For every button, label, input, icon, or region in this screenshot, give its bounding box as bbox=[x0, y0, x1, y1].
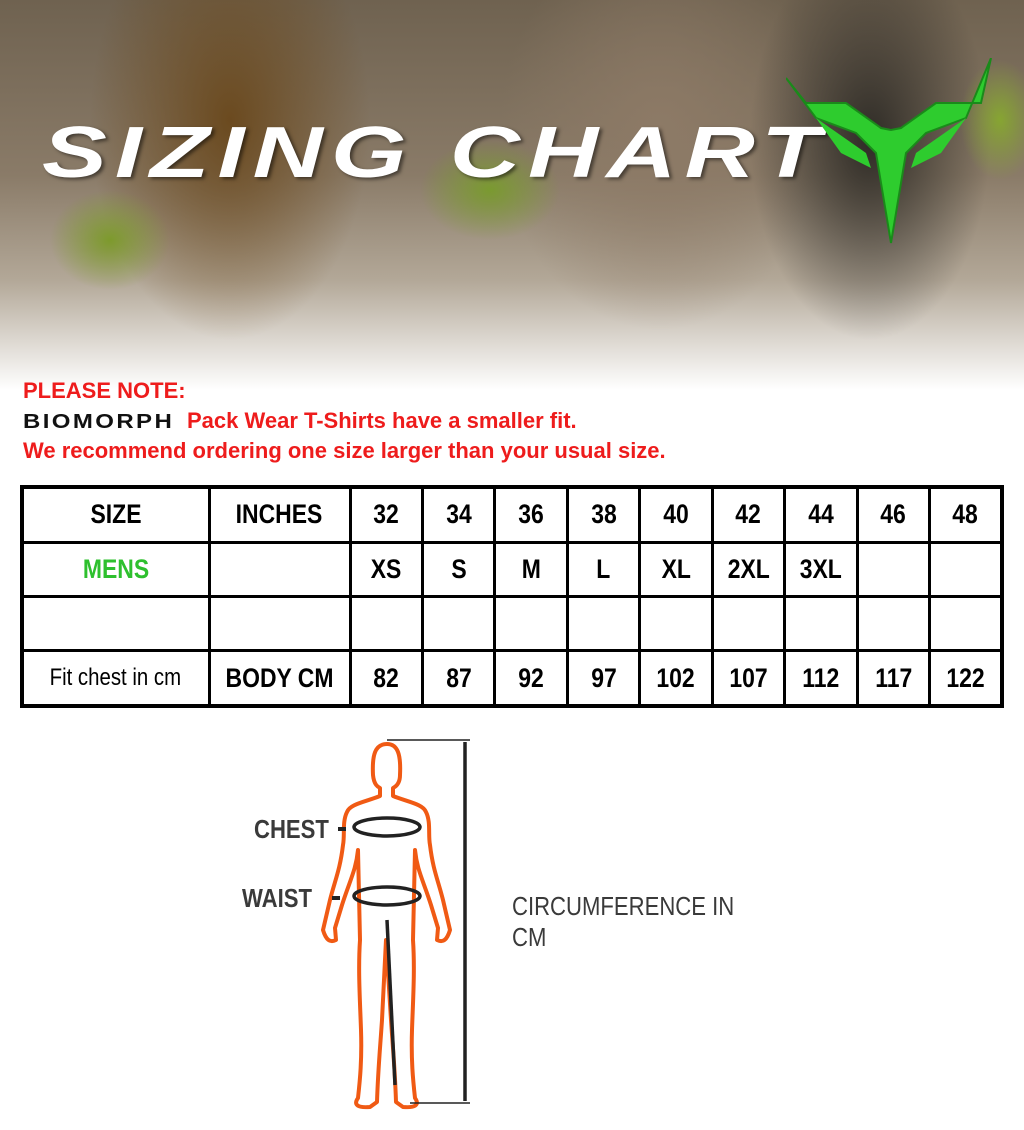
table-cell bbox=[348, 594, 424, 653]
circumference-label: CIRCUMFERENCE IN CM bbox=[512, 891, 735, 952]
table-cell: 87 bbox=[420, 649, 497, 708]
table-cell: 32 bbox=[348, 485, 424, 544]
row-unit bbox=[207, 594, 352, 653]
table-cell bbox=[638, 594, 714, 653]
table-cell: 112 bbox=[783, 649, 859, 708]
table-row: MENS XS S M L XL 2XL 3XL bbox=[20, 540, 1004, 598]
table-row: Fit chest in cm BODY CM 82 87 92 97 102 107 112 1… bbox=[20, 649, 1004, 708]
table-cell bbox=[420, 594, 497, 653]
row-unit: BODY CM bbox=[207, 649, 352, 708]
body-outline-icon bbox=[321, 739, 470, 1110]
table-cell: 102 bbox=[638, 649, 714, 708]
row-label: SIZE bbox=[20, 485, 211, 544]
table-cell: 40 bbox=[638, 485, 714, 544]
row-label: Fit chest in cm bbox=[20, 649, 211, 708]
table-cell: XL bbox=[638, 540, 714, 598]
table-cell: S bbox=[420, 540, 497, 598]
table-cell: 44 bbox=[783, 485, 859, 544]
note-line-1-text: Pack Wear T-Shirts have a smaller fit. bbox=[187, 408, 577, 433]
table-cell bbox=[565, 594, 642, 653]
size-table: SIZE INCHES 32 34 36 38 40 42 44 46 48 MENS XS S M L XL 2… bbox=[20, 485, 1004, 708]
table-cell: 36 bbox=[493, 485, 569, 544]
note-line-1: BIOMORPH Pack Wear T-Shirts have a smalle… bbox=[23, 408, 577, 434]
table-cell: M bbox=[493, 540, 569, 598]
table-cell bbox=[783, 594, 859, 653]
table-cell: L bbox=[565, 540, 642, 598]
row-label: MENS bbox=[20, 540, 211, 598]
camo-banner bbox=[0, 0, 1024, 390]
table-cell bbox=[928, 594, 1004, 653]
table-cell bbox=[855, 594, 932, 653]
table-cell bbox=[928, 540, 1004, 598]
table-cell: 107 bbox=[710, 649, 787, 708]
biomorph-logo-icon bbox=[786, 58, 992, 244]
chest-label: CHEST bbox=[254, 814, 329, 844]
table-cell: 117 bbox=[855, 649, 932, 708]
table-cell: 42 bbox=[710, 485, 787, 544]
table-row: SIZE INCHES 32 34 36 38 40 42 44 46 48 bbox=[20, 485, 1004, 544]
table-cell: 46 bbox=[855, 485, 932, 544]
waist-label: WAIST bbox=[242, 883, 312, 913]
table-cell: 122 bbox=[928, 649, 1004, 708]
table-cell: 92 bbox=[493, 649, 569, 708]
table-cell: 2XL bbox=[710, 540, 787, 598]
brand-name: BIOMORPH bbox=[23, 411, 175, 433]
table-cell: 97 bbox=[565, 649, 642, 708]
table-cell bbox=[710, 594, 787, 653]
table-cell: 38 bbox=[565, 485, 642, 544]
table-cell bbox=[493, 594, 569, 653]
note-line-2: We recommend ordering one size larger th… bbox=[23, 438, 666, 463]
table-cell: 48 bbox=[928, 485, 1004, 544]
table-row bbox=[20, 594, 1004, 653]
body-measurement-figure: CHEST WAIST CIRCUMFERENCE IN CM bbox=[230, 730, 810, 1125]
row-unit bbox=[207, 540, 352, 598]
table-cell: 82 bbox=[348, 649, 424, 708]
page-title: SIZING CHART bbox=[42, 113, 829, 193]
note-heading: PLEASE NOTE: bbox=[23, 378, 186, 403]
row-unit: INCHES bbox=[207, 485, 352, 544]
table-cell: 3XL bbox=[783, 540, 859, 598]
table-cell: XS bbox=[348, 540, 424, 598]
table-cell bbox=[855, 540, 932, 598]
row-label bbox=[20, 594, 211, 653]
table-cell: 34 bbox=[420, 485, 497, 544]
